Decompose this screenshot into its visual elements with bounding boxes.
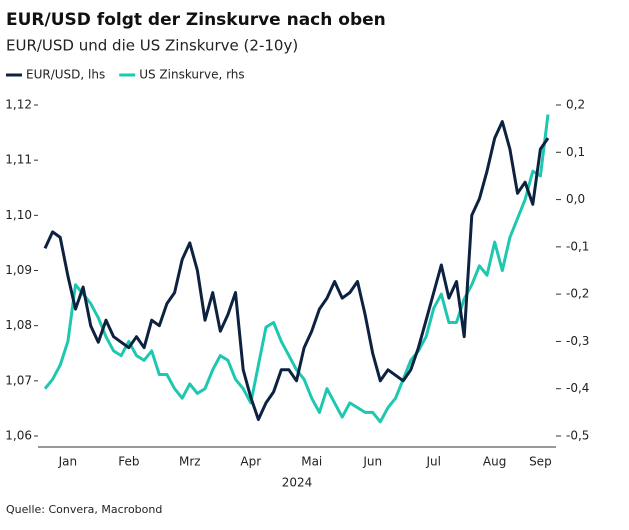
y-tick-label: 1,11 (5, 153, 32, 167)
series-line (43, 120, 550, 421)
x-tick-label: Apr (240, 455, 261, 469)
x-tick-label: Jan (58, 455, 78, 469)
x-tick-label: Jul (425, 455, 440, 469)
y-tick-label: 1,06 (5, 429, 32, 443)
x-tick-label: Feb (118, 455, 139, 469)
y-tick-label: 1,08 (5, 318, 32, 332)
series-line (43, 114, 550, 424)
source-note: Quelle: Convera, Macrobond (6, 503, 162, 516)
y2-tick-label: 0,2 (566, 98, 585, 112)
y2-tick-label: 0,0 (566, 192, 585, 206)
y2-tick-label: -0,5 (566, 429, 589, 443)
chart-subtitle: EUR/USD und die US Zinskurve (2-10y) (6, 37, 298, 55)
y-tick-label: 1,12 (5, 98, 32, 112)
y2-tick-label: -0,3 (566, 334, 589, 348)
x-tick-label: Mai (301, 455, 322, 469)
y2-tick-label: -0,4 (566, 381, 589, 395)
x-tick-label: Mrz (179, 455, 201, 469)
chart-title: EUR/USD folgt der Zinskurve nach oben (6, 10, 386, 30)
x-tick-label: Aug (483, 455, 506, 469)
y-tick-label: 1,07 (5, 373, 32, 387)
x-tick-label: Sep (529, 455, 552, 469)
y-tick-label: 1,10 (5, 208, 32, 222)
y2-tick-label: -0,2 (566, 287, 589, 301)
legend-label: US Zinskurve, rhs (139, 68, 244, 82)
legend-label: EUR/USD, lhs (26, 68, 105, 82)
y2-tick-label: -0,1 (566, 239, 589, 253)
x-axis-label: 2024 (282, 476, 313, 490)
y-tick-label: 1,09 (5, 263, 32, 277)
x-tick-label: Jun (362, 455, 382, 469)
y2-tick-label: 0,1 (566, 145, 585, 159)
